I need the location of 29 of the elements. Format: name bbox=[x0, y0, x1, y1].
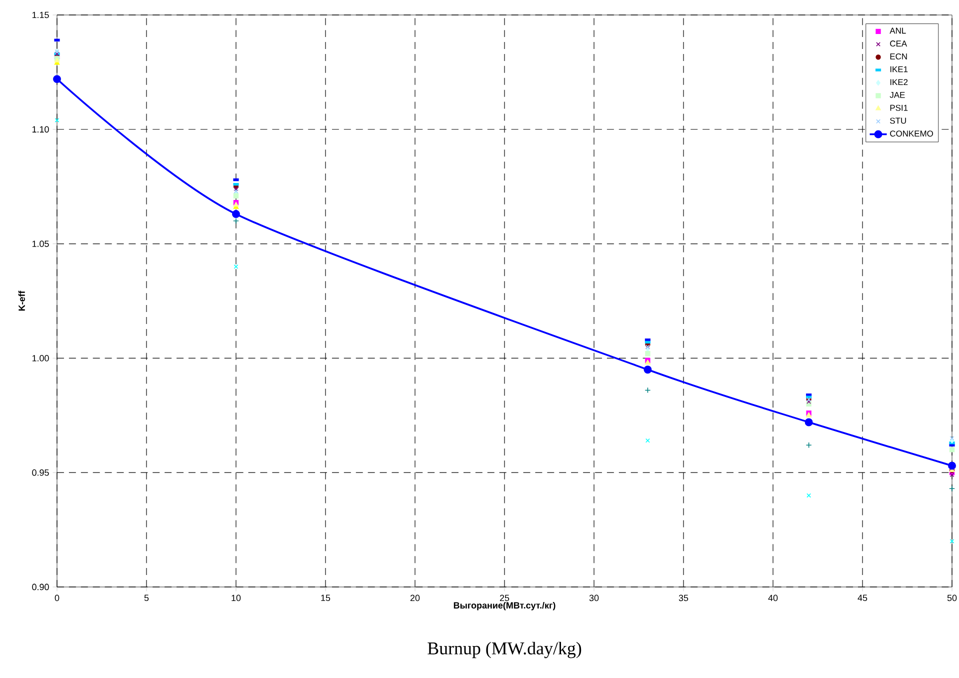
y-tick-label: 1.15 bbox=[32, 12, 49, 18]
text: Burnup (MW.day/kg) bbox=[428, 642, 582, 658]
legend-label: PSI1 bbox=[890, 104, 908, 111]
x-tick-label: 25 bbox=[500, 594, 510, 602]
x-tick-label: 20 bbox=[410, 594, 420, 602]
y-tick-label: 0.95 bbox=[32, 469, 49, 476]
legend-label: CONKEMO bbox=[890, 130, 934, 137]
legend-label: STU bbox=[890, 118, 906, 124]
legend-label: ANL bbox=[890, 28, 906, 34]
y-tick-label: 1.05 bbox=[32, 240, 49, 247]
legend-label: CEA bbox=[890, 40, 908, 47]
y-tick-label: 1.10 bbox=[32, 126, 49, 133]
x-tick-label: 45 bbox=[858, 594, 868, 602]
legend-label: ECN bbox=[890, 53, 907, 60]
x-tick-label: 30 bbox=[589, 594, 599, 602]
x-tick-label: 50 bbox=[947, 594, 957, 602]
y-tick-label: 1.00 bbox=[32, 355, 49, 362]
x-tick-label: 15 bbox=[321, 594, 330, 602]
x-axis-title: Выгорание(МВт.сут./кг) bbox=[454, 602, 556, 610]
legend-label: JAE bbox=[890, 92, 905, 98]
y-tick-label: 0.90 bbox=[32, 584, 49, 590]
legend-label: IKE1 bbox=[890, 66, 908, 72]
legend-label: IKE2 bbox=[890, 79, 908, 86]
y-axis-title: K-eff bbox=[18, 290, 25, 311]
x-tick-label: 35 bbox=[678, 594, 688, 602]
x-tick-label: 5 bbox=[144, 594, 149, 602]
x-tick-label: 40 bbox=[768, 594, 778, 602]
x-tick-label: 10 bbox=[232, 594, 241, 602]
x-tick-label: 0 bbox=[54, 594, 60, 602]
